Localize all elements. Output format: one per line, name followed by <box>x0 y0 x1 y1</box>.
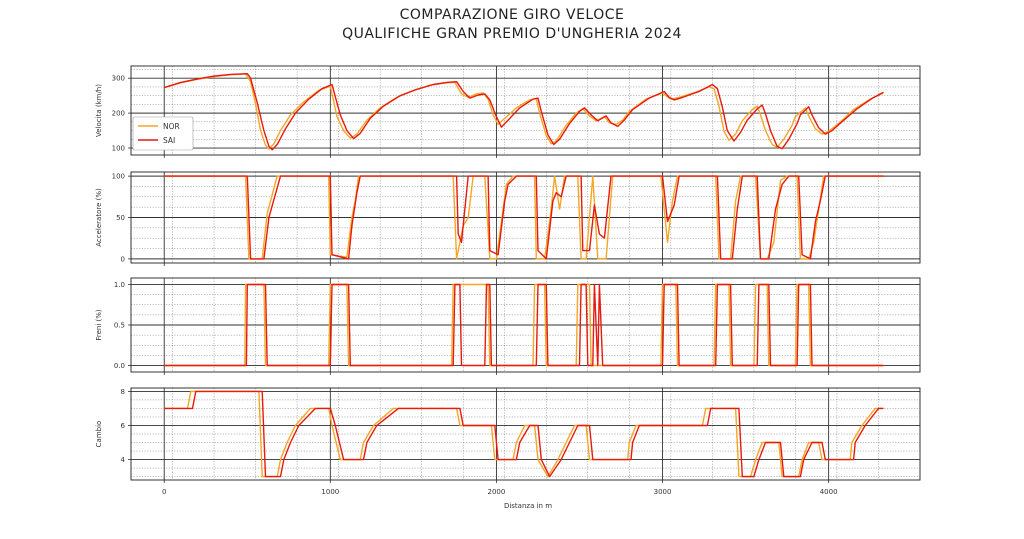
series-line-sai <box>164 283 884 367</box>
x-tick-label: 3000 <box>654 488 672 496</box>
y-tick-label: 0 <box>121 255 125 263</box>
y-axis-label: Cambio <box>95 421 103 448</box>
series-line-nor <box>164 390 884 478</box>
x-tick-label: 2000 <box>488 488 506 496</box>
panel-3: 0.0 0.5 1.0 Freni (%) <box>95 277 921 375</box>
y-tick-label: 4 <box>121 456 126 464</box>
y-tick-label: 200 <box>112 110 125 118</box>
y-tick-label: 0.5 <box>114 322 125 330</box>
x-tick-label: 1000 <box>321 488 339 496</box>
panel-frame <box>130 387 921 481</box>
panel-1: 100 200 300 Velocita (km/h) NOR SAI <box>95 65 921 158</box>
series-line-sai <box>164 390 884 478</box>
x-tick-label: 4000 <box>820 488 838 496</box>
legend: NOR SAI <box>132 116 194 151</box>
chart-title-block: COMPARAZIONE GIRO VELOCE QUALIFICHE GRAN… <box>0 6 1024 44</box>
y-tick-label: 6 <box>121 422 126 430</box>
chart-subtitle: QUALIFICHE GRAN PREMIO D'UNGHERIA 2024 <box>342 26 682 42</box>
legend-label-nor: NOR <box>163 122 180 131</box>
y-axis-label: Acceleratore (%) <box>95 188 103 247</box>
legend-label-sai: SAI <box>163 136 175 145</box>
y-tick-label: 300 <box>112 75 125 83</box>
y-tick-label: 8 <box>121 388 125 396</box>
series-line-nor <box>164 73 884 150</box>
panel-4: 4 6 8 Cambio 0 1000 2000 3000 4000 <box>95 387 921 496</box>
y-tick-label: 100 <box>112 173 125 181</box>
panel-frame <box>130 277 921 373</box>
series-line-sai <box>163 73 884 151</box>
y-axis-label: Freni (%) <box>95 309 103 341</box>
y-tick-label: 100 <box>112 145 125 153</box>
x-axis-label: Distanza in m <box>504 502 552 510</box>
panel-frame <box>130 65 921 156</box>
y-axis-label: Velocita (km/h) <box>95 84 103 137</box>
y-tick-label: 50 <box>116 214 125 222</box>
panel-2: 0 50 100 Acceleratore (%) <box>95 171 921 266</box>
x-tick-label: 0 <box>162 488 166 496</box>
series-line-sai <box>164 175 884 260</box>
chart-title: COMPARAZIONE GIRO VELOCE <box>399 7 625 23</box>
panel-frame <box>130 171 921 264</box>
y-tick-label: 1.0 <box>114 281 125 289</box>
y-tick-label: 0.0 <box>114 362 125 370</box>
